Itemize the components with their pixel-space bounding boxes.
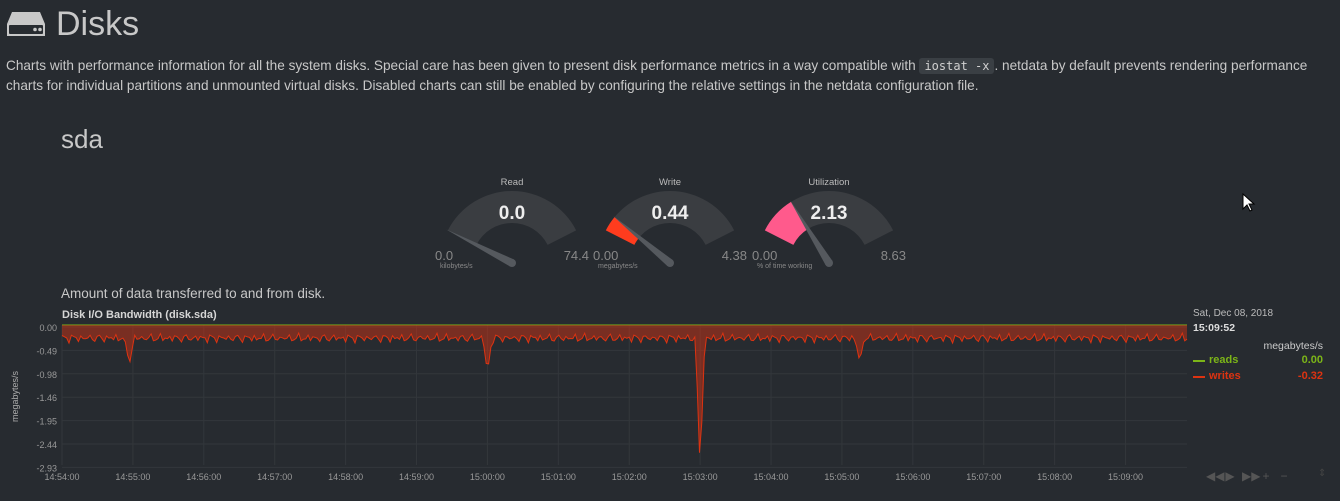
legend-value: 0.00 (1301, 354, 1323, 366)
gauge-pointer (612, 215, 673, 267)
section-description: Amount of data transferred to and from d… (61, 286, 326, 301)
x-tick-label: 15:07:00 (966, 472, 1001, 482)
legend-time: 15:09:52 (1193, 322, 1236, 334)
page-header: Disks (6, 4, 139, 44)
chart-plot-area (62, 325, 1187, 465)
legend-row-reads[interactable]: reads 0.00 (1193, 354, 1331, 368)
gauge-min: 0.0 (435, 248, 454, 263)
x-tick-label: 14:54:00 (44, 472, 79, 482)
x-tick-label: 15:02:00 (612, 472, 647, 482)
gauge-title: Read (500, 177, 524, 188)
x-tick-label: 14:58:00 (328, 472, 363, 482)
x-tick-label: 14:57:00 (257, 472, 292, 482)
gauge-min: 0.00 (593, 248, 619, 263)
gauge-utilization-dial (764, 191, 894, 267)
x-tick-label: 14:59:00 (399, 472, 434, 482)
gauge-pointer-hub (666, 259, 674, 267)
gauge-min: 0.00 (752, 248, 778, 263)
gauge-fill (605, 217, 640, 245)
device-name: sda (61, 124, 103, 154)
y-tick-label: -2.44 (36, 440, 57, 450)
intro-text-before: Charts with performance information for … (6, 58, 920, 73)
gauge-pointer-hub (825, 259, 833, 267)
legend-name: reads (1209, 354, 1239, 366)
gauge-value: 0.0 (498, 203, 526, 224)
y-tick-label: -1.46 (36, 393, 57, 403)
legend-value: -0.32 (1297, 370, 1323, 382)
chart-legend: Sat, Dec 08, 2018 15:09:52 megabytes/s r… (1193, 308, 1331, 384)
x-tick-label: 15:08:00 (1037, 472, 1072, 482)
gauge-title: Write (659, 177, 681, 188)
x-tick-label: 15:09:00 (1108, 472, 1143, 482)
x-tick-label: 15:04:00 (754, 472, 789, 482)
chart-title: Disk I/O Bandwidth (disk.sda) (62, 309, 217, 321)
zoom-out-icon[interactable]: − (1280, 469, 1288, 483)
y-tick-label: -0.98 (36, 370, 57, 380)
gauge-track (605, 191, 735, 245)
y-tick-label: -2.93 (36, 463, 57, 473)
bandwidth-chart[interactable]: 0.00 -0.49 -0.98 -1.46 -1.95 -2.44 -2.93 -3.42 1… (0, 318, 1190, 488)
gauge-value: 2.13 (810, 203, 848, 224)
intro-text-after: . netdata by default prevents rendering … (6, 58, 1308, 93)
x-tick-label: 14:55:00 (115, 472, 150, 482)
gauge-pointer-hub (508, 259, 516, 267)
legend-units: megabytes/s (1263, 340, 1323, 352)
gauge-write[interactable]: Write 0.44 0.00 4.38 megabytes/s (590, 175, 750, 275)
zoom-in-icon[interactable]: + (1262, 469, 1270, 483)
x-tick-label: 15:00:00 (470, 472, 505, 482)
series-area-writes (62, 325, 1187, 453)
mouse-cursor-icon (1242, 193, 1256, 212)
resize-handle-icon[interactable]: ⇕ (1318, 468, 1327, 479)
x-tick-label: 14:56:00 (186, 472, 221, 482)
x-tick-label: 15:03:00 (683, 472, 718, 482)
series-line-writes (61, 331, 1188, 453)
gauge-write-dial (605, 191, 735, 267)
hdd-icon (7, 12, 45, 36)
gauge-unit: kilobytes/s (440, 263, 473, 270)
gauge-unit: % of time working (757, 263, 813, 270)
gauge-title: Utilization (808, 177, 850, 188)
pan-right-icon[interactable]: ▶▶ (1242, 469, 1261, 483)
gauge-value: 0.44 (651, 203, 689, 224)
page-title: Disks (56, 5, 140, 43)
gauge-pointer (789, 200, 833, 266)
gauge-read[interactable]: Read 0.0 0.0 74.4 kilobytes/s (432, 175, 592, 275)
y-tick-label: -3.42 (36, 487, 57, 488)
y-tick-label: 0.00 (39, 323, 57, 333)
x-tick-label: 15:05:00 (824, 472, 859, 482)
gauge-pointer (446, 229, 514, 267)
legend-row-writes[interactable]: writes -0.32 (1193, 370, 1331, 384)
x-tick-label: 15:01:00 (541, 472, 576, 482)
y-tick-label: -1.95 (36, 417, 57, 427)
iostat-code: iostat -x (919, 58, 995, 74)
y-tick-label: -0.49 (36, 346, 57, 356)
gauge-max: 8.63 (880, 248, 906, 263)
legend-swatch-writes (1193, 376, 1205, 378)
pan-left-icon[interactable]: ◀◀ (1206, 469, 1225, 483)
legend-date: Sat, Dec 08, 2018 (1193, 308, 1274, 319)
gauge-max: 4.38 (721, 248, 747, 263)
intro-text: Charts with performance information for … (6, 56, 1326, 96)
play-icon[interactable]: ▶ (1225, 469, 1235, 483)
gauge-read-dial (446, 191, 577, 267)
chart-controls: ◀◀ ▶ ▶▶ + − (1206, 469, 1290, 483)
gauge-unit: megabytes/s (598, 263, 638, 270)
legend-swatch-reads (1193, 360, 1205, 362)
x-tick-label: 15:06:00 (895, 472, 930, 482)
gauge-track (447, 191, 577, 245)
gauge-max: 74.4 (563, 248, 589, 263)
gauge-utilization[interactable]: Utilization 2.13 0.00 8.63 % of time wor… (749, 175, 909, 275)
legend-name: writes (1209, 370, 1241, 382)
